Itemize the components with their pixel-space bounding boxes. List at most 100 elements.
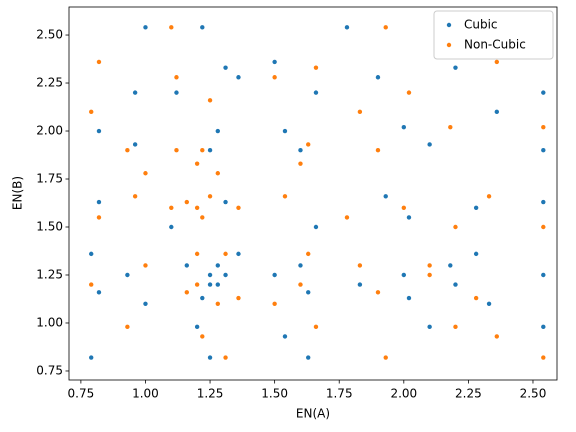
- point: [357, 109, 363, 115]
- point: [132, 142, 138, 147]
- point: [306, 290, 311, 295]
- point: [236, 251, 241, 257]
- point: [272, 75, 277, 80]
- point: [375, 148, 381, 153]
- point: [344, 215, 350, 220]
- y-tick-label: 2.00: [36, 124, 63, 138]
- x-tick-label: 1.25: [197, 387, 224, 401]
- point: [541, 272, 546, 278]
- point: [169, 224, 174, 230]
- point: [375, 75, 381, 80]
- y-tick-label: 1.00: [36, 315, 63, 329]
- x-axis-label: EN(A): [296, 407, 330, 421]
- point: [427, 324, 432, 330]
- point: [96, 59, 102, 65]
- point: [132, 90, 138, 95]
- y-tick-label: 0.75: [36, 363, 63, 377]
- point: [494, 334, 500, 339]
- point: [306, 355, 311, 360]
- point: [200, 334, 205, 339]
- point: [272, 301, 277, 306]
- point: [223, 355, 228, 360]
- point: [427, 272, 432, 278]
- point: [223, 65, 228, 70]
- point: [486, 194, 492, 199]
- y-axis-label: EN(B): [11, 176, 25, 210]
- point: [306, 251, 311, 257]
- point: [541, 90, 546, 95]
- point: [313, 90, 319, 95]
- point: [207, 272, 213, 278]
- point: [184, 263, 190, 268]
- point: [383, 25, 388, 30]
- point: [344, 25, 350, 30]
- point: [313, 224, 319, 230]
- point: [486, 301, 492, 306]
- point: [143, 171, 148, 176]
- point: [357, 282, 363, 287]
- point: [313, 65, 319, 70]
- point: [298, 263, 303, 268]
- point: [174, 90, 179, 95]
- y-tick-label: 1.50: [36, 219, 63, 233]
- point: [282, 128, 288, 134]
- point: [236, 75, 241, 80]
- point: [184, 290, 190, 295]
- x-tick-label: 1.75: [326, 387, 353, 401]
- point: [448, 124, 453, 130]
- point: [194, 205, 200, 211]
- point: [200, 295, 205, 301]
- point: [89, 109, 94, 115]
- point: [282, 194, 288, 199]
- y-tick-label: 2.50: [36, 28, 63, 42]
- point: [125, 148, 130, 153]
- point: [207, 98, 213, 103]
- point: [200, 25, 205, 30]
- point: [215, 301, 221, 306]
- point: [207, 282, 213, 287]
- plot-frame: [68, 6, 558, 381]
- point: [448, 263, 453, 268]
- point: [298, 282, 303, 287]
- legend-marker: [446, 22, 452, 28]
- point: [494, 109, 500, 115]
- point: [174, 148, 179, 153]
- point: [541, 148, 546, 153]
- point: [357, 263, 363, 268]
- point: [406, 90, 412, 95]
- point: [194, 161, 200, 166]
- point: [401, 124, 407, 130]
- point: [427, 263, 432, 268]
- point: [215, 263, 221, 268]
- point: [125, 272, 130, 278]
- point: [223, 251, 228, 257]
- point: [401, 272, 407, 278]
- y-tick-label: 1.75: [36, 172, 63, 186]
- point: [494, 59, 500, 65]
- point: [427, 142, 432, 147]
- point: [401, 205, 407, 211]
- point: [215, 128, 221, 134]
- x-tick-label: 2.50: [520, 387, 547, 401]
- point: [406, 215, 412, 220]
- point: [200, 148, 205, 153]
- point: [207, 194, 213, 199]
- point: [89, 282, 94, 287]
- point: [89, 355, 94, 360]
- point: [272, 272, 277, 278]
- point: [306, 142, 311, 147]
- point: [383, 355, 388, 360]
- series: [89, 25, 546, 360]
- point: [96, 128, 102, 134]
- point: [207, 148, 213, 153]
- legend-marker: [446, 42, 452, 48]
- point: [541, 324, 546, 330]
- point: [143, 25, 148, 30]
- point: [96, 290, 102, 295]
- point: [125, 324, 130, 330]
- y-tick-label: 1.25: [36, 267, 63, 281]
- legend-label: Cubic: [464, 18, 498, 32]
- x-tick-label: 2.25: [455, 387, 482, 401]
- point: [96, 215, 102, 220]
